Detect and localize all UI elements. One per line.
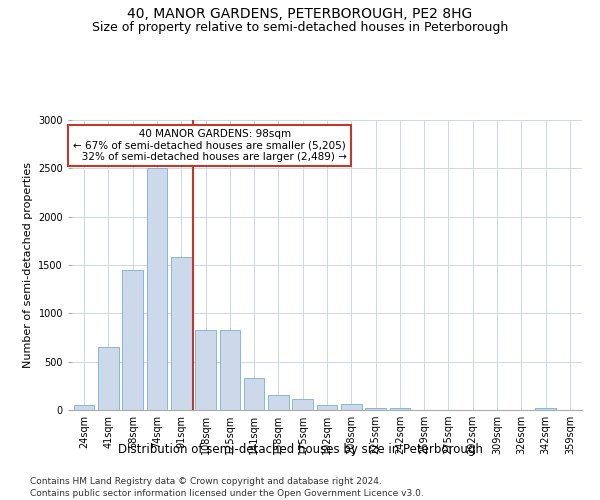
Bar [317,404,337,410]
Text: Contains public sector information licensed under the Open Government Licence v3: Contains public sector information licen… [30,489,424,498]
Bar [365,408,386,410]
Bar [535,408,556,410]
Text: 40 MANOR GARDENS: 98sqm
← 67% of semi-detached houses are smaller (5,205)
   32%: 40 MANOR GARDENS: 98sqm ← 67% of semi-de… [72,128,347,162]
Text: Size of property relative to semi-detached houses in Peterborough: Size of property relative to semi-detach… [92,21,508,34]
Bar [122,270,143,410]
Text: 40, MANOR GARDENS, PETERBOROUGH, PE2 8HG: 40, MANOR GARDENS, PETERBOROUGH, PE2 8HG [127,8,473,22]
Text: Distribution of semi-detached houses by size in Peterborough: Distribution of semi-detached houses by … [118,442,482,456]
Bar [268,394,289,410]
Bar [195,330,216,410]
Bar [244,378,265,410]
Bar [389,408,410,410]
Bar [146,168,167,410]
Bar [74,405,94,410]
Y-axis label: Number of semi-detached properties: Number of semi-detached properties [23,162,32,368]
Bar [292,400,313,410]
Bar [171,258,191,410]
Text: Contains HM Land Registry data © Crown copyright and database right 2024.: Contains HM Land Registry data © Crown c… [30,478,382,486]
Bar [98,347,119,410]
Bar [220,330,240,410]
Bar [341,404,362,410]
